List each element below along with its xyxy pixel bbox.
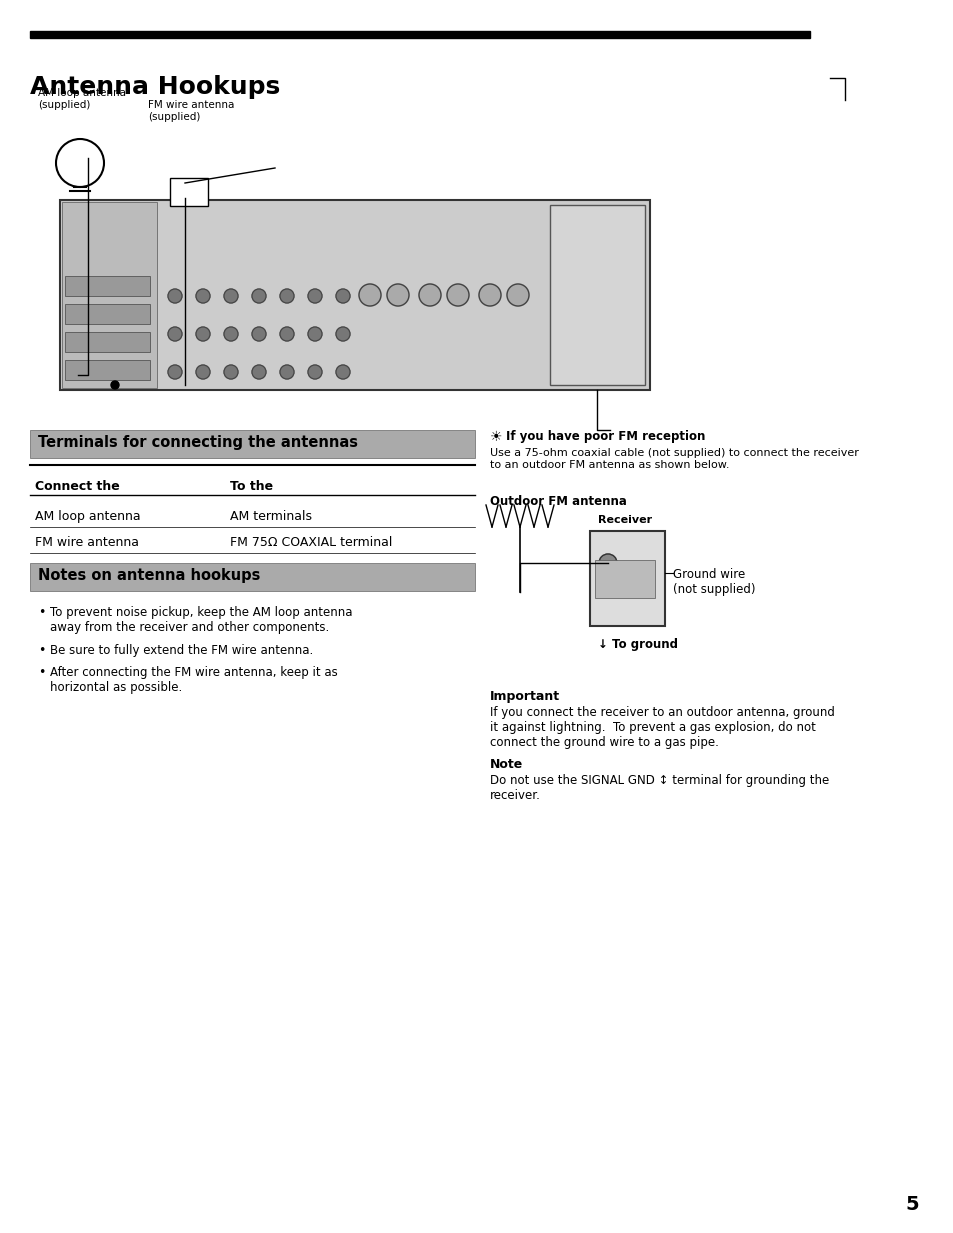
Bar [62,202,157,388]
Bar [65,305,150,324]
Text: Outdoor FM antenna: Outdoor FM antenna [490,494,626,508]
Bar [65,332,150,351]
Bar [170,178,208,206]
Text: Do not use the SIGNAL GND ↕ terminal for grounding the
receiver.: Do not use the SIGNAL GND ↕ terminal for… [490,774,828,801]
Text: If you have poor FM reception: If you have poor FM reception [505,430,704,443]
Bar [65,360,150,380]
Circle shape [280,365,294,379]
Circle shape [335,289,350,303]
Text: ↓ To ground: ↓ To ground [598,637,678,651]
Text: •: • [38,666,46,679]
Bar [65,276,150,296]
Circle shape [335,365,350,379]
Text: ☀: ☀ [490,430,502,444]
Circle shape [224,365,237,379]
Circle shape [280,289,294,303]
Circle shape [224,289,237,303]
Circle shape [506,284,529,306]
Text: Receiver: Receiver [598,515,652,525]
Circle shape [478,284,500,306]
Text: Important: Important [490,690,559,703]
Text: After connecting the FM wire antenna, keep it as
horizontal as possible.: After connecting the FM wire antenna, ke… [50,666,337,694]
Circle shape [280,327,294,342]
Circle shape [111,381,119,388]
Circle shape [387,284,409,306]
Text: Antenna Hookups: Antenna Hookups [30,75,280,99]
Circle shape [447,284,469,306]
Text: Terminals for connecting the antennas: Terminals for connecting the antennas [38,435,357,450]
Text: •: • [38,644,46,657]
Text: FM wire antenna
(supplied): FM wire antenna (supplied) [148,100,234,122]
Bar [30,31,809,38]
Circle shape [195,327,210,342]
Circle shape [358,284,380,306]
Bar [595,560,655,598]
Text: If you connect the receiver to an outdoor antenna, ground
it against lightning. : If you connect the receiver to an outdoo… [490,707,834,748]
Text: AM terminals: AM terminals [230,510,312,523]
Text: FM wire antenna: FM wire antenna [35,536,139,549]
Bar [30,563,475,591]
Bar [30,430,475,457]
Text: 5: 5 [904,1195,918,1215]
Circle shape [308,327,322,342]
Text: AM loop antenna
(supplied): AM loop antenna (supplied) [38,88,126,110]
Text: Use a 75-ohm coaxial cable (not supplied) to connect the receiver
to an outdoor : Use a 75-ohm coaxial cable (not supplied… [490,448,858,470]
Bar [589,531,664,626]
Circle shape [168,327,182,342]
Circle shape [252,327,266,342]
Circle shape [168,289,182,303]
Circle shape [168,365,182,379]
Text: To prevent noise pickup, keep the AM loop antenna
away from the receiver and oth: To prevent noise pickup, keep the AM loo… [50,605,352,634]
Bar [550,205,644,385]
Circle shape [308,289,322,303]
Text: Connect the: Connect the [35,480,120,493]
Circle shape [335,327,350,342]
Circle shape [195,365,210,379]
Text: AM loop antenna: AM loop antenna [35,510,140,523]
Text: Be sure to fully extend the FM wire antenna.: Be sure to fully extend the FM wire ante… [50,644,313,657]
Circle shape [598,554,617,572]
Text: FM 75Ω COAXIAL terminal: FM 75Ω COAXIAL terminal [230,536,392,549]
Text: Note: Note [490,758,522,771]
Bar [60,200,649,390]
Text: To the: To the [230,480,273,493]
Circle shape [418,284,440,306]
Circle shape [195,289,210,303]
Circle shape [252,289,266,303]
Circle shape [308,365,322,379]
Circle shape [224,327,237,342]
Text: Ground wire
(not supplied): Ground wire (not supplied) [672,568,755,596]
Text: •: • [38,605,46,619]
Circle shape [252,365,266,379]
Text: Notes on antenna hookups: Notes on antenna hookups [38,568,260,583]
